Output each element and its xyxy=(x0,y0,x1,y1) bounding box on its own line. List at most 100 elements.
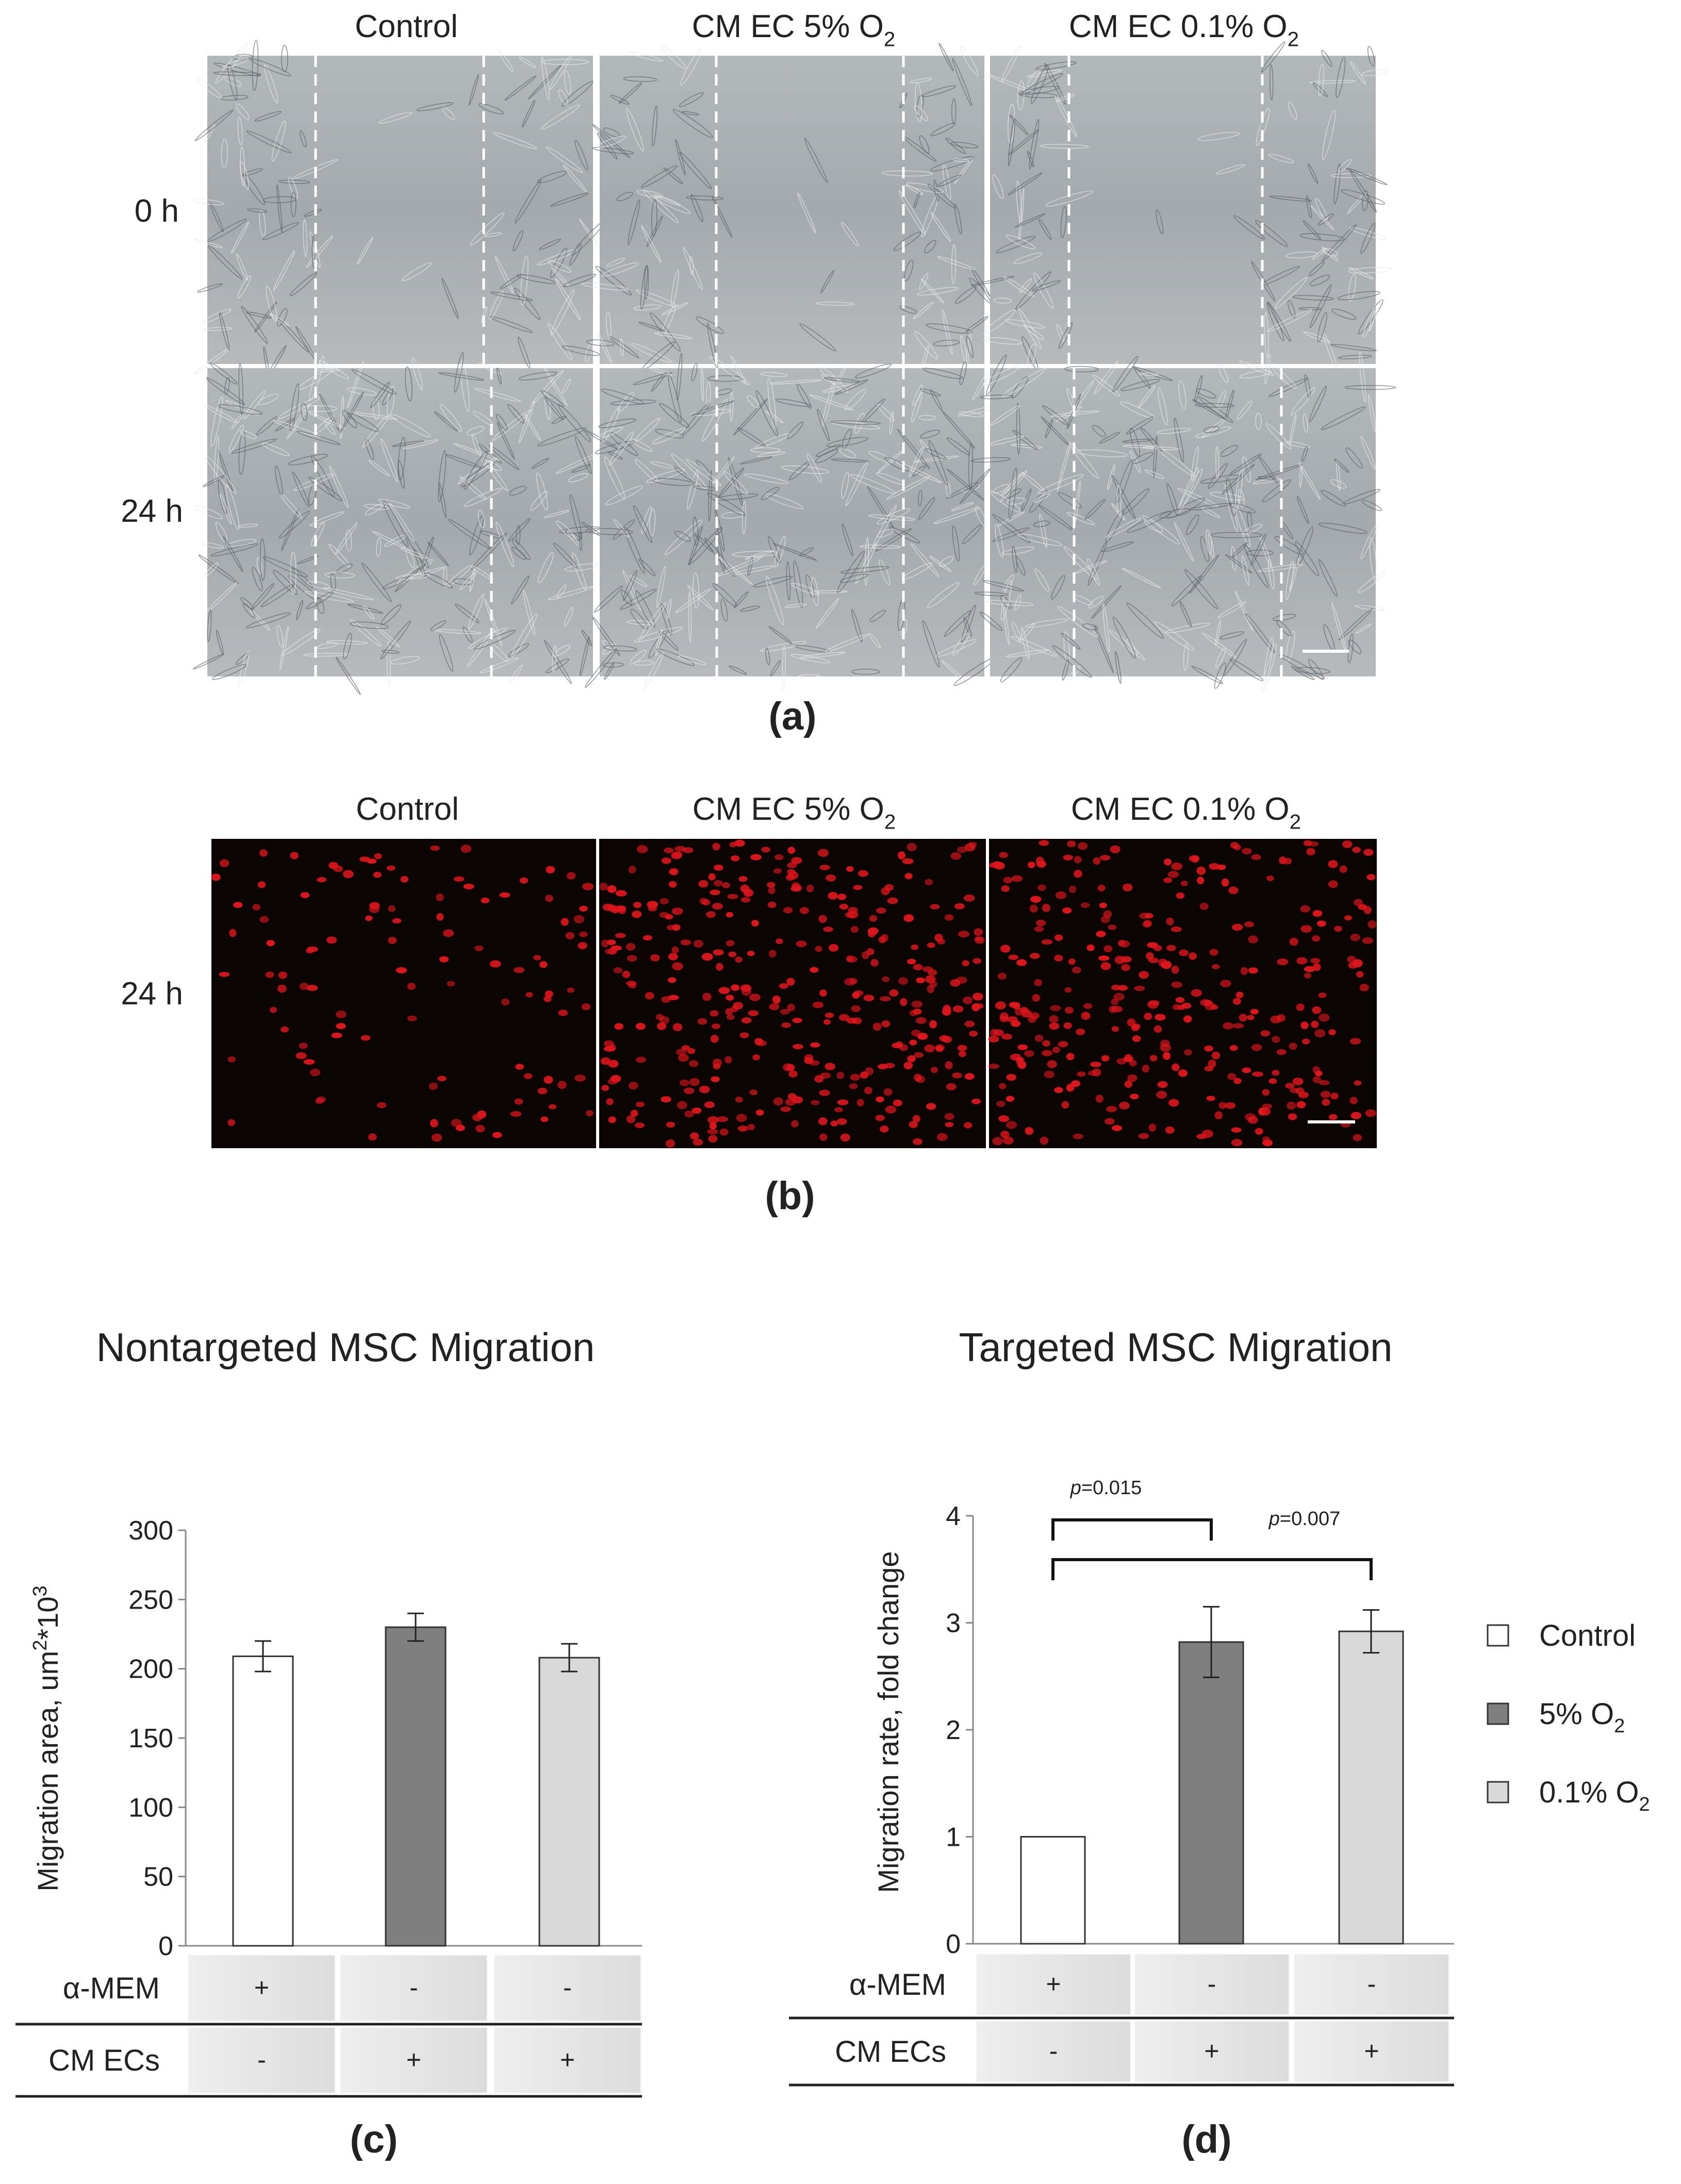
cell-outline xyxy=(993,297,1012,304)
nucleus-dot xyxy=(728,951,737,957)
y-tick-label: 100 xyxy=(128,1793,173,1823)
nucleus-dot xyxy=(880,996,891,1002)
y-tick-label: 4 xyxy=(946,1501,961,1531)
cell-outline xyxy=(326,640,368,645)
cell-outline xyxy=(1285,441,1310,449)
cell-outline xyxy=(821,374,842,385)
fluorescence-image-control xyxy=(211,839,596,1148)
cell-outline xyxy=(641,506,652,534)
nucleus-dot xyxy=(533,955,541,961)
cell-outline xyxy=(804,138,828,183)
nucleus-dot xyxy=(1121,964,1131,971)
nucleus-dot xyxy=(726,995,734,1001)
cell-outline xyxy=(1195,426,1231,438)
y-tick-label: 50 xyxy=(143,1862,173,1892)
nucleus-dot xyxy=(376,1102,387,1108)
nucleus-dot xyxy=(1248,967,1258,974)
nucleus-dot xyxy=(1206,1096,1215,1101)
nucleus-dot xyxy=(916,977,925,983)
nucleus-dot xyxy=(738,1126,748,1132)
table-cell xyxy=(976,1954,1131,2015)
cell-outline xyxy=(1274,536,1304,555)
cell-outline xyxy=(951,98,957,124)
cell-outline xyxy=(441,278,459,320)
cell-outline xyxy=(1023,324,1044,340)
cell-outline xyxy=(841,471,849,499)
nucleus-dot xyxy=(1228,886,1239,895)
cell-outline xyxy=(608,432,638,456)
cell-outline xyxy=(1231,542,1248,558)
nucleus-dot xyxy=(1255,1128,1263,1135)
cell-outline xyxy=(878,559,891,586)
cell-outline xyxy=(655,428,684,439)
nucleus-dot xyxy=(1328,880,1338,888)
cell-outline xyxy=(225,539,257,548)
nucleus-dot xyxy=(709,1122,717,1130)
cell-outline xyxy=(1112,617,1136,659)
cell-outline xyxy=(548,586,594,601)
cell-outline xyxy=(243,603,256,619)
nucleus-dot xyxy=(749,1089,758,1096)
cell-outline xyxy=(631,343,672,363)
nucleus-dot xyxy=(716,963,723,971)
nucleus-dot xyxy=(914,1052,924,1058)
nucleus-dot xyxy=(817,849,829,857)
cell-outline xyxy=(376,626,400,648)
cell-outline xyxy=(518,56,536,68)
cell-outline xyxy=(867,486,894,529)
nucleus-dot xyxy=(1231,1127,1242,1133)
nucleus-dot xyxy=(902,858,914,865)
nucleus-dot xyxy=(672,1023,683,1031)
table-cell-value: + xyxy=(254,1973,269,2002)
nucleus-dot xyxy=(543,1076,553,1084)
panel-label: (d) xyxy=(1181,2117,1231,2161)
cell-outline xyxy=(210,543,258,557)
cell-outline xyxy=(617,191,633,202)
cell-outline xyxy=(1361,500,1382,511)
nucleus-dot xyxy=(791,857,802,864)
nucleus-dot xyxy=(1175,997,1185,1003)
cell-outline xyxy=(881,170,933,177)
cell-outline xyxy=(630,438,653,452)
nucleus-dot xyxy=(1083,1003,1093,1009)
nucleus-dot xyxy=(1042,1050,1053,1056)
cell-outline xyxy=(1105,509,1124,543)
nucleus-dot xyxy=(830,1120,838,1127)
nucleus-dot xyxy=(800,907,809,914)
nucleus-dot xyxy=(1221,878,1229,887)
y-axis-label-text: Migration rate, fold change xyxy=(872,1551,904,1893)
cell-outline xyxy=(489,290,504,320)
nucleus-dot xyxy=(944,1113,954,1120)
cell-outline xyxy=(213,62,261,77)
cell-outline xyxy=(1358,299,1383,335)
cell-outline xyxy=(1076,449,1128,457)
cell-outline xyxy=(1355,623,1372,634)
nucleus-dot xyxy=(670,868,679,875)
cell-outline xyxy=(618,82,642,104)
nucleus-dot xyxy=(1069,885,1077,894)
nucleus-dot xyxy=(1037,884,1046,891)
cell-outline xyxy=(549,54,572,90)
cell-outline xyxy=(662,302,689,316)
cell-outline xyxy=(1269,64,1274,101)
cell-outline xyxy=(1045,419,1053,438)
cell-outline xyxy=(1260,537,1272,567)
nucleus-dot xyxy=(561,918,569,926)
cell-outline xyxy=(207,219,247,242)
cell-outline xyxy=(1115,459,1133,504)
cell-outline xyxy=(1123,444,1159,449)
nucleus-dot xyxy=(1100,962,1111,970)
nucleus-dot xyxy=(546,866,555,874)
cell-outline xyxy=(620,590,633,605)
legend-swatch xyxy=(1487,1702,1509,1725)
column-header-control: Control xyxy=(355,9,458,44)
cell-outline xyxy=(1013,252,1043,264)
nucleus-dot xyxy=(1110,845,1120,853)
micrograph-0h-ec-5 xyxy=(581,42,997,371)
nucleus-dot xyxy=(1272,1070,1280,1076)
cell-outline xyxy=(937,174,962,187)
nucleus-dot xyxy=(1172,1063,1180,1071)
cell-outline xyxy=(225,484,240,530)
cell-outline xyxy=(1267,309,1312,332)
cell-outline xyxy=(790,583,820,595)
